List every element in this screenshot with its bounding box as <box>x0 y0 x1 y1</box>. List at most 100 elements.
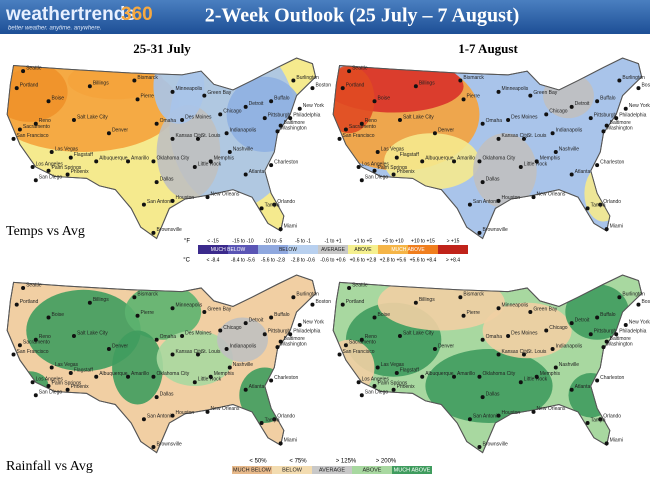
city-dot <box>218 328 223 333</box>
city-label: Portland <box>20 82 39 88</box>
city-dot <box>553 150 558 154</box>
city-label: Boise <box>378 312 391 318</box>
city-dot <box>310 86 315 91</box>
city-label: Salt Lake City <box>403 330 434 336</box>
city-label: Dallas <box>160 176 174 182</box>
city-label: Tampa <box>265 203 280 209</box>
city-dot <box>33 178 38 183</box>
city-label: Buffalo <box>274 312 290 318</box>
city-dot <box>458 78 463 83</box>
city-label: San Francisco <box>17 133 49 139</box>
city-dot <box>458 295 463 300</box>
legend-unit: °C <box>183 258 190 264</box>
city-label: Los Angeles <box>36 377 64 383</box>
city-dot <box>394 155 399 160</box>
city-label: Phoenix <box>71 169 90 175</box>
city-label: Miami <box>284 223 297 229</box>
city-label: Detroit <box>575 317 590 323</box>
city-dot <box>528 310 533 314</box>
city-label: Seattle <box>26 65 42 71</box>
city-dot <box>477 159 482 164</box>
city-label: Philadelphia <box>293 112 320 118</box>
legend-range-c: -2.8 to -0.6 <box>291 257 315 263</box>
city-dot <box>170 413 175 418</box>
city-label: Indianapolis <box>230 343 257 349</box>
city-label: St. Louis <box>527 349 547 355</box>
city-dot <box>17 127 22 132</box>
city-label: Des Moines <box>511 330 538 336</box>
city-label: Brownsville <box>482 227 508 233</box>
city-dot <box>202 93 207 98</box>
city-label: Salt Lake City <box>403 114 434 120</box>
city-dot <box>420 159 425 164</box>
city-dot <box>601 345 606 350</box>
legend-range-f: +1 to +5 <box>354 238 373 244</box>
city-dot <box>359 337 364 342</box>
city-label: Minneapolis <box>176 303 203 309</box>
city-label: Burlington <box>622 75 645 81</box>
city-dot <box>278 441 283 446</box>
city-dot <box>550 131 555 136</box>
city-label: Orlando <box>277 414 295 420</box>
city-label: Las Vegas <box>55 362 79 368</box>
city-label: Washington <box>280 126 306 132</box>
city-label: Palm Springs <box>378 380 408 386</box>
legend-range-c: +5.6 to +8.4 <box>410 257 437 263</box>
header-bar <box>0 0 650 34</box>
city-label: Boise <box>378 96 391 102</box>
city-dot <box>585 421 590 425</box>
city-dot <box>21 69 26 74</box>
city-label: Phoenix <box>397 169 416 175</box>
city-dot <box>17 343 22 348</box>
city-label: New Orleans <box>537 191 566 197</box>
city-dot <box>208 159 213 164</box>
city-dot <box>192 165 197 170</box>
legend-category: ABOVE <box>363 467 382 473</box>
city-label: Reno <box>365 334 377 340</box>
city-label: Omaha <box>486 334 503 340</box>
legend-category: MUCH BELOW <box>211 247 246 253</box>
row-label: Temps vs Avg <box>6 224 85 239</box>
city-label: Billings <box>93 297 109 303</box>
city-dot <box>588 116 593 121</box>
city-label: Minneapolis <box>502 303 529 309</box>
shading <box>10 284 291 423</box>
city-dot <box>297 322 302 327</box>
legend-range-f: +10 to +15 <box>411 238 435 244</box>
city-dot <box>288 332 293 337</box>
city-label: Pittsburgh <box>268 329 291 335</box>
city-label: Reno <box>365 118 377 124</box>
city-label: Minneapolis <box>502 86 529 92</box>
region <box>124 284 202 340</box>
city-label: Green Bay <box>533 306 557 312</box>
city-label: Miami <box>610 223 623 229</box>
period-title: 1-7 August <box>458 41 518 56</box>
city-dot <box>375 150 380 154</box>
city-dot <box>151 445 156 450</box>
city-dot <box>452 374 457 379</box>
city-dot <box>544 112 549 117</box>
city-label: Flagstaff <box>74 152 94 158</box>
city-dot <box>87 300 92 305</box>
city-label: Pittsburgh <box>594 112 617 118</box>
city-dot <box>208 374 213 379</box>
city-label: Nashville <box>233 362 254 368</box>
city-label: Seattle <box>352 65 368 71</box>
city-label: Nashville <box>559 146 580 152</box>
city-label: Palm Springs <box>52 165 82 171</box>
city-dot <box>394 371 399 376</box>
legend-range-f: -5 to -1 <box>295 238 311 244</box>
city-dot <box>598 202 603 207</box>
city-label: Indianapolis <box>556 343 583 349</box>
region <box>482 302 572 359</box>
city-dot <box>170 198 175 203</box>
city-label: Albuquerque <box>425 371 454 377</box>
city-label: Boise <box>52 96 65 102</box>
legend-category: MUCH BELOW <box>233 467 272 473</box>
city-dot <box>218 112 223 117</box>
tagline: better weather. anytime. anywhere. <box>8 26 102 32</box>
border <box>332 57 643 240</box>
city-label: Los Angeles <box>362 161 390 167</box>
city-label: Flagstaff <box>400 367 420 373</box>
city-dot <box>262 116 267 121</box>
